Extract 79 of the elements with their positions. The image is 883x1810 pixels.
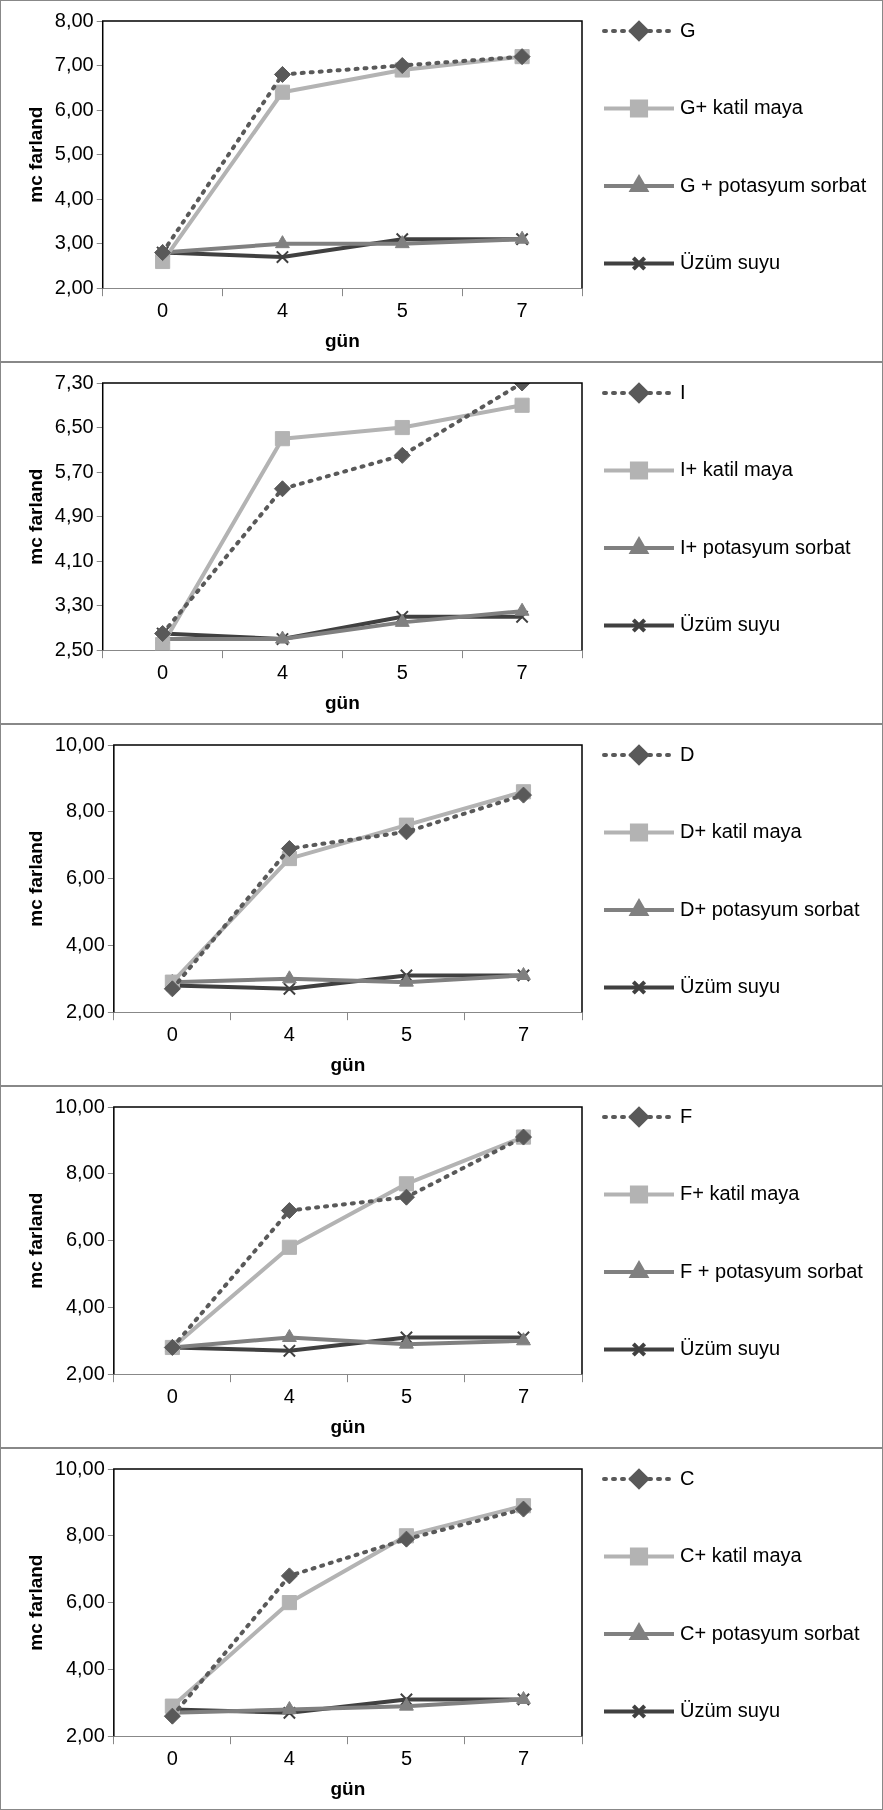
x-tick-label: 4 xyxy=(283,1384,295,1407)
legend-label: Üzüm suyu xyxy=(680,251,781,274)
y-tick-label: 4,90 xyxy=(54,504,94,527)
x-tick-label: 4 xyxy=(276,298,289,321)
x-tick-label: 4 xyxy=(283,1022,295,1045)
y-tick-label: 2,00 xyxy=(54,275,94,298)
y-tick-label: 4,10 xyxy=(54,548,94,571)
x-tick-label: 4 xyxy=(283,1746,295,1769)
legend-label: C+ potasyum sorbat xyxy=(680,1621,860,1644)
x-tick-label: 0 xyxy=(166,1746,178,1769)
y-axis-title: mc farland xyxy=(24,1192,46,1289)
legend-label: Üzüm suyu xyxy=(680,613,781,636)
y-tick-label: 7,00 xyxy=(54,53,94,76)
y-tick-label: 2,00 xyxy=(65,1361,105,1384)
y-tick-label: 8,00 xyxy=(54,8,94,31)
legend-label: G+ katil maya xyxy=(680,96,804,119)
legend-label: C+ katil maya xyxy=(680,1544,803,1567)
legend-label: G + potasyum sorbat xyxy=(680,173,867,196)
y-tick-label: 8,00 xyxy=(65,1161,105,1184)
y-tick-label: 4,00 xyxy=(65,1294,105,1317)
legend-label: F + potasyum sorbat xyxy=(680,1259,864,1282)
x-axis-title: gün xyxy=(324,329,360,351)
y-tick-label: 4,00 xyxy=(65,932,105,955)
y-tick-label: 4,00 xyxy=(54,186,94,209)
y-axis-title: mc farland xyxy=(24,468,46,565)
legend-label: G xyxy=(680,18,696,41)
y-tick-label: 5,00 xyxy=(54,142,94,165)
legend-label: C xyxy=(680,1466,695,1489)
y-tick-label: 6,00 xyxy=(65,1228,105,1251)
y-tick-label: 6,00 xyxy=(65,1590,105,1613)
legend-label: I+ katil maya xyxy=(680,458,794,481)
x-tick-label: 7 xyxy=(517,1746,530,1769)
x-axis-title: gün xyxy=(330,1777,366,1799)
y-tick-label: 10,00 xyxy=(54,1456,105,1479)
y-tick-label: 5,70 xyxy=(54,459,94,482)
legend-label: D+ potasyum sorbat xyxy=(680,897,860,920)
y-axis-title: mc farland xyxy=(24,106,46,203)
y-tick-label: 3,30 xyxy=(54,593,94,616)
x-tick-label: 0 xyxy=(166,1384,178,1407)
y-tick-label: 8,00 xyxy=(65,799,105,822)
x-axis-title: gün xyxy=(324,691,360,713)
y-tick-label: 8,00 xyxy=(65,1523,105,1546)
x-axis-title: gün xyxy=(330,1415,366,1437)
y-tick-label: 6,50 xyxy=(54,415,94,438)
y-axis-title: mc farland xyxy=(24,1554,46,1651)
y-tick-label: 10,00 xyxy=(54,732,105,755)
legend-label: Üzüm suyu xyxy=(680,1337,781,1360)
legend-label: D xyxy=(680,742,695,765)
y-tick-label: 6,00 xyxy=(65,866,105,889)
y-tick-label: 10,00 xyxy=(54,1094,105,1117)
legend-label: F xyxy=(680,1104,693,1127)
x-tick-label: 0 xyxy=(157,298,169,321)
y-tick-label: 2,00 xyxy=(65,999,105,1022)
y-tick-label: 2,00 xyxy=(65,1723,105,1746)
x-tick-label: 7 xyxy=(516,298,528,321)
y-tick-label: 6,00 xyxy=(54,97,94,120)
x-tick-label: 5 xyxy=(396,298,408,321)
legend-label: F+ katil maya xyxy=(680,1182,801,1205)
x-tick-label: 5 xyxy=(396,660,408,683)
legend-label: I xyxy=(680,380,686,403)
y-tick-label: 7,30 xyxy=(54,370,94,393)
legend-label: I+ potasyum sorbat xyxy=(680,535,852,558)
x-tick-label: 7 xyxy=(517,1022,530,1045)
x-tick-label: 7 xyxy=(516,660,528,683)
y-tick-label: 3,00 xyxy=(54,231,94,254)
x-tick-label: 5 xyxy=(400,1022,413,1045)
x-axis-title: gün xyxy=(330,1053,366,1075)
y-tick-label: 4,00 xyxy=(65,1656,105,1679)
legend-label: Üzüm suyu xyxy=(680,975,781,998)
y-tick-label: 2,50 xyxy=(54,637,94,660)
y-axis-title: mc farland xyxy=(24,830,46,927)
x-tick-label: 5 xyxy=(400,1746,413,1769)
x-tick-label: 7 xyxy=(517,1384,530,1407)
legend-label: D+ katil maya xyxy=(680,820,803,843)
x-tick-label: 5 xyxy=(400,1384,413,1407)
x-tick-label: 4 xyxy=(276,660,289,683)
x-tick-label: 0 xyxy=(166,1022,178,1045)
legend-label: Üzüm suyu xyxy=(680,1699,781,1722)
x-tick-label: 0 xyxy=(157,660,169,683)
